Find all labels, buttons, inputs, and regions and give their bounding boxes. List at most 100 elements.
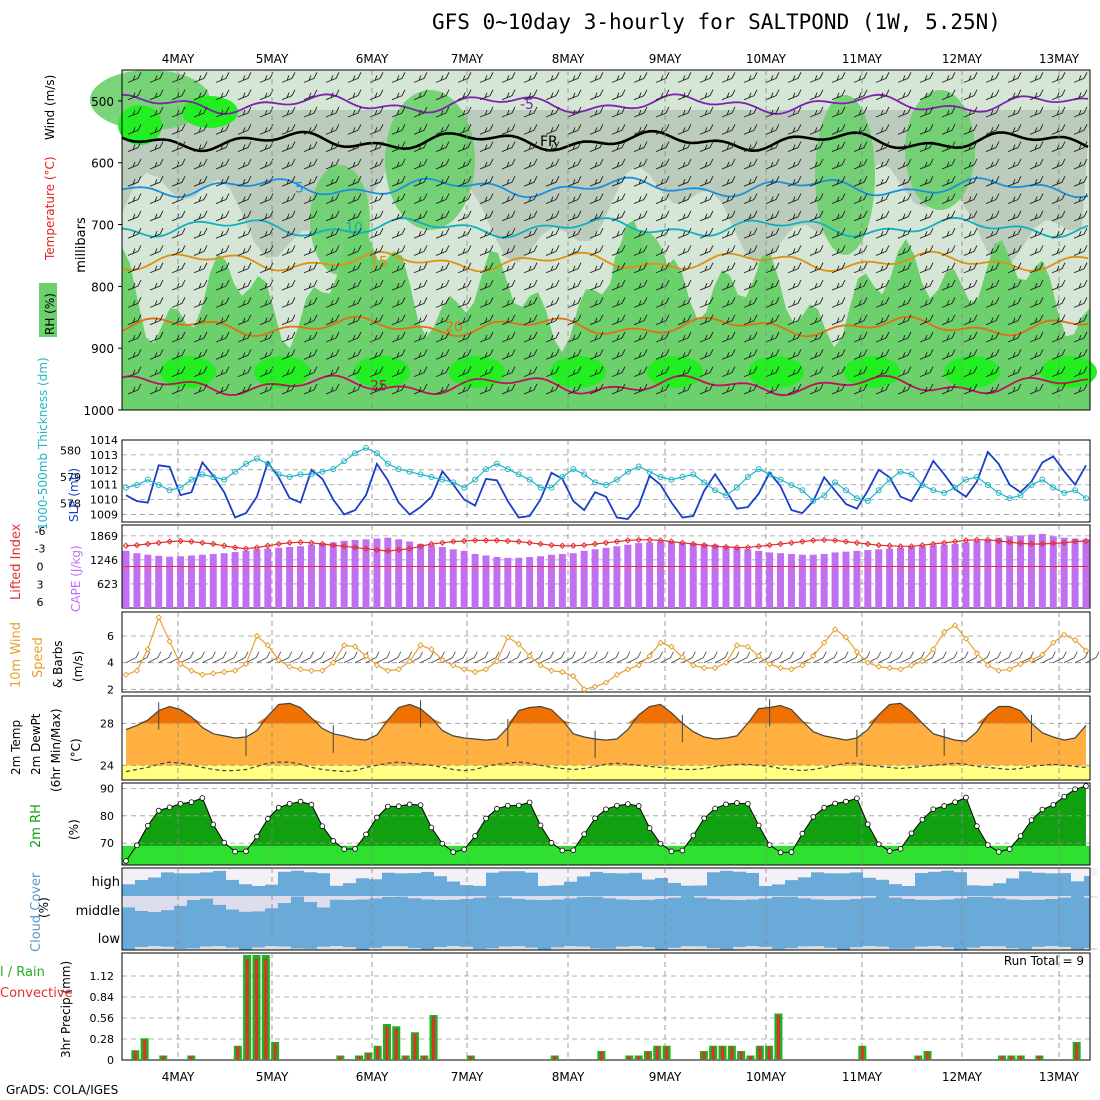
wind-barb [633, 158, 648, 170]
wind-barb [1029, 314, 1044, 326]
wind-barb [567, 279, 582, 291]
cape-bar [700, 543, 708, 608]
wind-barb [611, 124, 626, 135]
thickness-point [788, 481, 795, 488]
precip-convective-bar [758, 1046, 762, 1060]
slp-line [125, 450, 1087, 520]
wind-speed-point [810, 652, 817, 660]
cape-bar [515, 557, 523, 608]
lifted-index-point [177, 537, 184, 545]
thickness-point [384, 460, 391, 467]
thickness-point [712, 487, 719, 494]
wind-barb [853, 72, 868, 83]
wind-barb [919, 193, 934, 204]
cloud-high-bar [590, 868, 603, 872]
wind-barb [787, 227, 802, 239]
wind-barb [897, 141, 912, 153]
cloud-middle-bar [967, 896, 980, 897]
precip-convective-bar [916, 1056, 920, 1060]
wind-barb [479, 366, 494, 378]
wind-barb [193, 141, 208, 153]
wind-barb [435, 279, 450, 291]
wind-barb [985, 158, 1000, 170]
wind-barb [215, 106, 230, 118]
wind-barb [567, 193, 582, 204]
cloud-middle-bar [317, 896, 330, 908]
wind-barb [215, 72, 230, 83]
y-tick-label: 1012 [90, 464, 118, 477]
wind-barb [545, 106, 560, 118]
wind-barb [303, 227, 318, 239]
wind-barb [1073, 297, 1088, 308]
wind-barb [985, 72, 1000, 83]
wind-barb [919, 383, 934, 395]
wind-barb [347, 366, 362, 378]
wind-speed-point [559, 668, 566, 676]
wind-barb [897, 297, 912, 308]
wind-barb [743, 193, 758, 204]
cloud-middle-bar [525, 896, 538, 900]
wind-speed-point [635, 662, 642, 669]
wind-barb [303, 158, 318, 170]
cloud-low-bar [343, 947, 356, 950]
cloud-high-bar [460, 868, 473, 886]
y-axis-label: RH (%) [43, 293, 57, 335]
wind-barb [501, 193, 516, 204]
wind-barb [985, 210, 1000, 222]
thickness-point [1017, 492, 1024, 499]
wind-barb [149, 383, 164, 395]
wind-barb [149, 72, 164, 83]
lifted-index-point [602, 539, 610, 546]
cloud-middle-bar [733, 896, 746, 900]
cloud-middle-bar [252, 896, 265, 912]
wind-barb [136, 651, 151, 664]
thickness-point [363, 444, 369, 451]
wind-barb [1029, 158, 1044, 170]
wind-barb [237, 383, 252, 395]
thickness-point [395, 466, 402, 473]
wind-barb [501, 349, 516, 360]
cloud-high-bar [876, 868, 889, 880]
wind-barb [655, 72, 670, 83]
precip-convective-bar [469, 1056, 473, 1060]
rh2m-point [286, 800, 293, 807]
cape-bar [242, 550, 250, 608]
wind-barb [897, 245, 912, 256]
precip-run-total: Run Total = 9 [1004, 954, 1084, 968]
wind-barb [127, 124, 142, 135]
cloud-high-bar [785, 868, 798, 881]
wind-barb [765, 366, 780, 378]
wind-barb [831, 106, 846, 118]
wind-barb [655, 383, 670, 395]
wind-barb [985, 176, 1000, 187]
wind-barb [875, 141, 890, 153]
wind-barb [278, 651, 293, 664]
wind-barb [699, 227, 714, 239]
wind-barb [1007, 227, 1022, 239]
thickness-point [264, 460, 271, 467]
cloud-high-bar [148, 868, 161, 878]
thickness-point [373, 450, 380, 457]
wind-speed-point [951, 622, 959, 629]
wind-speed-point [799, 662, 806, 669]
wind-speed-point [995, 667, 1002, 674]
cloud-level-label: low [98, 932, 121, 947]
wind-barb [809, 349, 824, 360]
x-tick-label-bottom: 9MAY [649, 1070, 682, 1084]
wind-barb [234, 651, 249, 664]
y-axis-label: (°C) [69, 738, 83, 762]
wind-barb [281, 193, 296, 204]
wind-barb [941, 383, 956, 395]
wind-barb [127, 210, 142, 222]
wind-barb [1007, 383, 1022, 395]
cloud-middle-bar [200, 896, 213, 899]
wind-barb [457, 279, 472, 291]
y-tick-label: 0.28 [90, 1033, 115, 1046]
cloud-low-bar [512, 946, 525, 950]
wind-barb [237, 366, 252, 378]
rh2m-point [1039, 806, 1046, 813]
cloud-high-bar [161, 868, 174, 873]
x-tick-label-top: 4MAY [162, 52, 195, 66]
wind-barb [523, 176, 538, 187]
rh2m-point [155, 807, 162, 814]
